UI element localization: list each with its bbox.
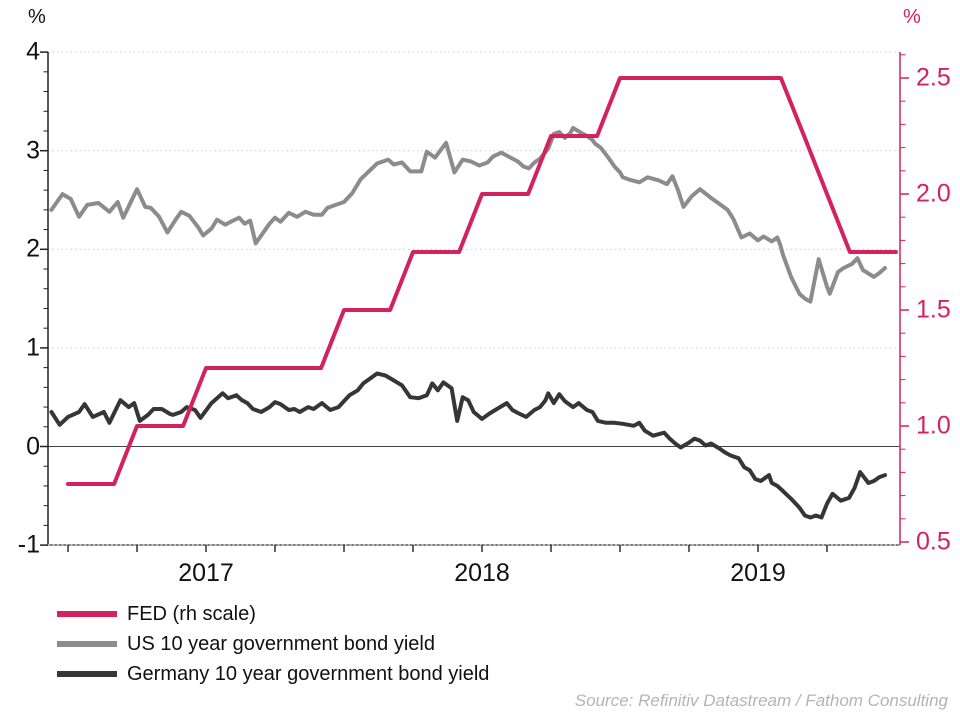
left-axis-unit-label: % bbox=[28, 6, 46, 28]
left-axis-tick-label: 4 bbox=[26, 37, 40, 66]
right-axis-tick-label: 1.0 bbox=[916, 411, 951, 440]
right-axis-unit-label: % bbox=[903, 6, 921, 28]
left-axis-tick-label: -1 bbox=[17, 530, 40, 559]
right-axis-tick-label: 1.5 bbox=[916, 295, 951, 324]
legend-label-germany10y: Germany 10 year government bond yield bbox=[127, 662, 490, 685]
legend-label-fed: FED (rh scale) bbox=[127, 602, 256, 625]
right-axis-tick-label: 0.5 bbox=[916, 527, 951, 556]
legend-item-fed: FED (rh scale) bbox=[57, 599, 489, 629]
legend-item-germany10y: Germany 10 year government bond yield bbox=[57, 659, 489, 689]
us10y-line-swatch bbox=[57, 641, 117, 647]
right-axis-tick-label: 2.5 bbox=[916, 63, 951, 92]
fed-line bbox=[66, 76, 898, 486]
x-axis-year-label: 2017 bbox=[178, 559, 234, 587]
germany-10y-line bbox=[49, 371, 887, 520]
left-axis-tick-label: 1 bbox=[26, 333, 40, 362]
us-10y-line bbox=[49, 126, 887, 304]
legend: FED (rh scale) US 10 year government bon… bbox=[57, 599, 489, 689]
left-axis-tick-label: 2 bbox=[26, 234, 40, 263]
left-axis-tick-label: 0 bbox=[26, 432, 40, 460]
left-axis-tick-label: 3 bbox=[26, 136, 40, 165]
right-axis-tick-label: 2.0 bbox=[916, 179, 951, 208]
plot-area bbox=[40, 51, 909, 552]
germany10y-line-swatch bbox=[57, 671, 117, 677]
legend-label-us10y: US 10 year government bond yield bbox=[127, 632, 435, 655]
x-axis-year-label: 2019 bbox=[730, 559, 786, 587]
source-credit: Source: Refinitiv Datastream / Fathom Co… bbox=[574, 691, 948, 710]
x-axis-year-label: 2018 bbox=[454, 559, 510, 587]
legend-item-us10y: US 10 year government bond yield bbox=[57, 629, 489, 659]
fed-line-swatch bbox=[57, 611, 117, 617]
